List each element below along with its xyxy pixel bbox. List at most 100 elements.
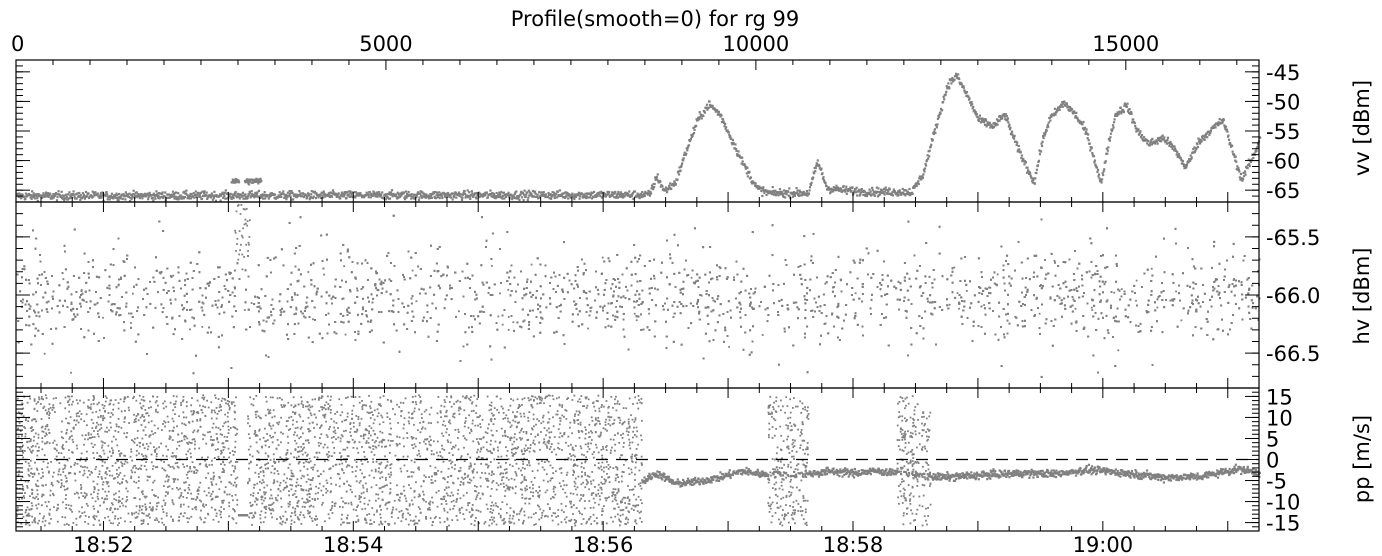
data-point	[932, 131, 935, 134]
data-point	[948, 303, 951, 306]
data-point	[1156, 142, 1159, 145]
data-point	[974, 110, 977, 114]
data-point	[1169, 140, 1172, 144]
data-point	[721, 118, 725, 121]
data-point	[858, 188, 861, 191]
data-point	[1059, 105, 1062, 108]
data-point	[506, 194, 510, 197]
data-point	[975, 112, 978, 116]
data-point	[795, 186, 798, 190]
y-tick-label: -55	[1266, 120, 1300, 144]
data-point	[546, 195, 550, 198]
data-point	[151, 196, 154, 200]
data-point	[104, 193, 107, 196]
data-point	[282, 193, 285, 196]
data-point	[1024, 161, 1028, 164]
data-point	[1094, 164, 1098, 168]
data-point	[270, 192, 274, 195]
data-point	[706, 108, 709, 111]
data-point	[205, 191, 208, 194]
data-point	[154, 197, 157, 200]
data-point	[905, 192, 908, 195]
data-point	[1086, 137, 1089, 140]
data-point	[1073, 110, 1076, 113]
data-point	[669, 182, 672, 185]
data-point	[349, 190, 352, 193]
data-point	[254, 195, 257, 198]
vv-axis-label: vv [dBm]	[1350, 80, 1374, 176]
data-point	[818, 164, 821, 168]
data-point	[836, 186, 840, 189]
data-point	[490, 264, 493, 267]
data-point	[112, 197, 115, 200]
data-point	[34, 197, 37, 200]
data-point	[144, 194, 148, 198]
data-point	[1116, 111, 1119, 114]
data-point	[147, 198, 150, 201]
data-point	[1156, 306, 1159, 309]
data-point	[1035, 168, 1038, 171]
data-point	[584, 192, 587, 195]
data-point	[812, 176, 815, 179]
data-point	[342, 192, 345, 196]
data-point	[397, 193, 400, 196]
data-point	[656, 178, 659, 181]
data-point	[855, 186, 858, 189]
data-point	[184, 192, 188, 195]
data-point	[1224, 125, 1228, 128]
data-point	[1070, 108, 1074, 111]
data-point	[1048, 116, 1051, 120]
data-point	[457, 193, 460, 196]
data-point	[933, 128, 936, 131]
data-point	[246, 195, 250, 198]
data-point	[369, 196, 372, 199]
data-point	[132, 292, 134, 295]
data-point	[672, 184, 675, 187]
data-point	[926, 154, 929, 157]
data-point	[1106, 152, 1109, 155]
data-point	[1135, 279, 1138, 282]
data-point	[79, 194, 82, 197]
data-point	[553, 196, 556, 200]
data-point	[1012, 137, 1016, 140]
data-point	[638, 196, 641, 200]
data-point	[294, 193, 297, 196]
data-point	[855, 191, 858, 194]
data-point	[957, 73, 960, 76]
data-point	[404, 195, 407, 198]
data-point	[321, 191, 324, 194]
data-point	[918, 177, 921, 180]
data-point	[375, 192, 378, 195]
data-point	[1199, 138, 1202, 141]
data-point	[720, 114, 723, 117]
data-point	[1185, 165, 1188, 168]
data-point	[935, 126, 939, 129]
data-point	[1217, 121, 1220, 124]
data-point	[151, 193, 154, 197]
data-point	[773, 192, 776, 195]
data-point	[607, 192, 610, 196]
data-point	[1170, 143, 1174, 146]
data-point	[119, 197, 122, 200]
data-point	[595, 195, 598, 198]
data-point	[65, 193, 68, 196]
data-point	[915, 184, 918, 188]
data-point	[102, 316, 104, 319]
data-point	[705, 103, 709, 106]
data-point	[202, 192, 206, 195]
data-point	[138, 197, 141, 200]
data-point	[555, 192, 558, 196]
data-point	[616, 196, 619, 199]
data-point	[887, 192, 890, 196]
data-point	[324, 195, 327, 198]
data-point	[473, 193, 476, 196]
data-point	[1014, 315, 1017, 318]
data-point	[177, 192, 180, 195]
data-point	[312, 318, 314, 321]
data-point	[82, 193, 86, 196]
data-point	[341, 191, 344, 194]
data-point	[258, 178, 261, 181]
data-point	[883, 193, 886, 196]
data-point	[70, 371, 72, 374]
data-point	[49, 197, 52, 200]
